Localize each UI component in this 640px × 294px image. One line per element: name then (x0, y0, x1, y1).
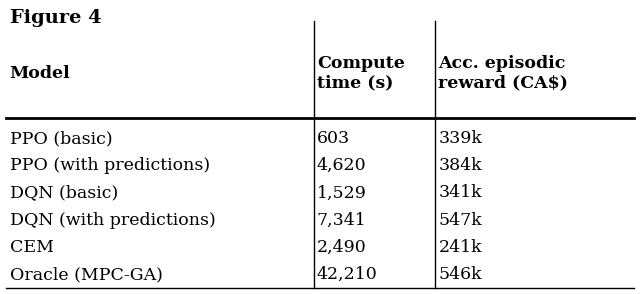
Text: CEM: CEM (10, 239, 54, 256)
Text: DQN (basic): DQN (basic) (10, 184, 118, 201)
Text: PPO (with predictions): PPO (with predictions) (10, 157, 210, 174)
Text: Oracle (MPC-GA): Oracle (MPC-GA) (10, 266, 163, 283)
Text: 341k: 341k (438, 184, 482, 201)
Text: 384k: 384k (438, 157, 482, 174)
Text: 546k: 546k (438, 266, 482, 283)
Text: Figure 4: Figure 4 (10, 9, 101, 27)
Text: 1,529: 1,529 (317, 184, 367, 201)
Text: 4,620: 4,620 (317, 157, 367, 174)
Text: 547k: 547k (438, 212, 482, 229)
Text: 339k: 339k (438, 130, 483, 147)
Text: Acc. episodic
reward (CA$): Acc. episodic reward (CA$) (438, 55, 568, 92)
Text: DQN (with predictions): DQN (with predictions) (10, 212, 215, 229)
Text: 241k: 241k (438, 239, 482, 256)
Text: 42,210: 42,210 (317, 266, 378, 283)
Text: PPO (basic): PPO (basic) (10, 130, 112, 147)
Text: Compute
time (s): Compute time (s) (317, 55, 404, 92)
Text: 603: 603 (317, 130, 350, 147)
Text: 2,490: 2,490 (317, 239, 367, 256)
Text: 7,341: 7,341 (317, 212, 367, 229)
Text: Model: Model (10, 65, 70, 82)
